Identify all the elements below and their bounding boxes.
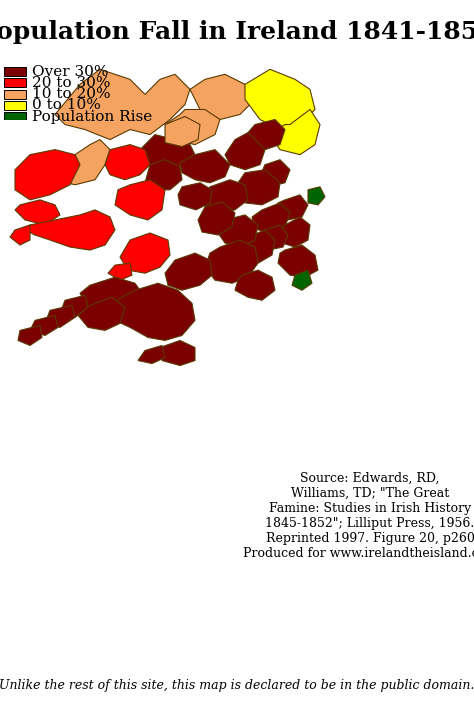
- Polygon shape: [160, 340, 195, 366]
- Polygon shape: [138, 345, 165, 363]
- Polygon shape: [235, 169, 280, 205]
- Polygon shape: [30, 316, 58, 335]
- Polygon shape: [180, 150, 230, 183]
- Polygon shape: [78, 297, 125, 330]
- Polygon shape: [15, 150, 80, 200]
- Polygon shape: [225, 133, 265, 169]
- Polygon shape: [45, 305, 75, 328]
- FancyBboxPatch shape: [4, 112, 26, 121]
- FancyBboxPatch shape: [4, 79, 26, 87]
- Polygon shape: [235, 270, 275, 300]
- Polygon shape: [278, 217, 310, 247]
- Polygon shape: [278, 245, 318, 277]
- Text: Over 30%: Over 30%: [32, 65, 109, 79]
- Text: 0 to 10%: 0 to 10%: [32, 98, 101, 112]
- FancyBboxPatch shape: [4, 67, 26, 76]
- Polygon shape: [55, 70, 190, 140]
- Polygon shape: [18, 325, 42, 345]
- Polygon shape: [218, 215, 258, 247]
- Polygon shape: [50, 140, 110, 185]
- Polygon shape: [15, 200, 60, 225]
- Text: 20 to 30%: 20 to 30%: [32, 76, 110, 90]
- Polygon shape: [108, 263, 132, 280]
- Polygon shape: [205, 180, 248, 213]
- Text: Population Fall in Ireland 1841-1851: Population Fall in Ireland 1841-1851: [0, 20, 474, 44]
- Text: Source: Edwards, RD,
Williams, TD; "The Great
Famine: Studies in Irish History
1: Source: Edwards, RD, Williams, TD; "The …: [243, 472, 474, 560]
- Polygon shape: [238, 230, 275, 263]
- Polygon shape: [248, 120, 285, 150]
- Polygon shape: [165, 110, 220, 145]
- Polygon shape: [292, 270, 312, 290]
- Polygon shape: [258, 160, 290, 187]
- Polygon shape: [308, 187, 325, 205]
- Polygon shape: [115, 180, 165, 220]
- Polygon shape: [198, 202, 235, 235]
- Polygon shape: [60, 295, 88, 317]
- Text: 10 to 20%: 10 to 20%: [32, 87, 110, 101]
- Polygon shape: [145, 160, 182, 190]
- Polygon shape: [178, 183, 212, 210]
- Text: Population Rise: Population Rise: [32, 110, 152, 124]
- Polygon shape: [120, 233, 170, 273]
- Polygon shape: [270, 110, 320, 155]
- Polygon shape: [190, 75, 255, 120]
- Polygon shape: [80, 277, 145, 323]
- Polygon shape: [110, 283, 195, 340]
- Polygon shape: [10, 225, 30, 245]
- FancyBboxPatch shape: [4, 90, 26, 98]
- FancyBboxPatch shape: [4, 101, 26, 110]
- Polygon shape: [105, 145, 150, 180]
- Polygon shape: [252, 203, 290, 233]
- Polygon shape: [258, 225, 288, 250]
- Polygon shape: [140, 134, 195, 169]
- Polygon shape: [278, 195, 308, 220]
- Polygon shape: [205, 240, 258, 283]
- Text: Unlike the rest of this site, this map is declared to be in the public domain.: Unlike the rest of this site, this map i…: [0, 679, 474, 692]
- Polygon shape: [245, 70, 315, 129]
- Polygon shape: [25, 210, 115, 250]
- Polygon shape: [165, 117, 200, 147]
- Polygon shape: [165, 253, 212, 290]
